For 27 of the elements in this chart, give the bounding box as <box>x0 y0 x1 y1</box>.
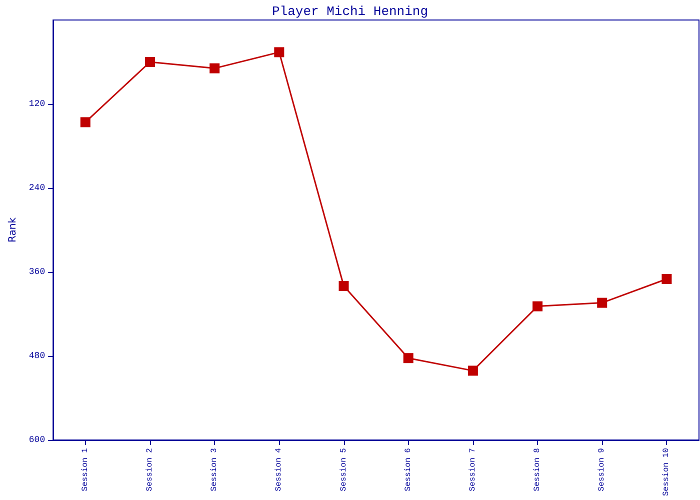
x-tick-label: Session 8 <box>533 448 542 492</box>
x-tick-label: Session 10 <box>662 448 672 496</box>
point <box>662 274 672 284</box>
x-tick-label: Session 3 <box>210 448 220 492</box>
point <box>532 301 543 312</box>
y-tick-label: 480 <box>28 351 46 361</box>
x-tick-label: Session 9 <box>598 448 607 492</box>
point <box>597 298 608 308</box>
y-tick-label: 240 <box>28 183 46 193</box>
x-tick-label: Session 1 <box>80 448 90 492</box>
point <box>80 117 90 128</box>
point <box>210 63 220 74</box>
point <box>468 366 478 376</box>
x-tick-label: Session 5 <box>339 448 348 492</box>
y-tick-label: 600 <box>28 435 46 445</box>
point <box>403 353 414 364</box>
y-tick-label: 360 <box>28 267 46 277</box>
y-axis-title: Rank <box>8 217 18 242</box>
x-tick-label: Session 4 <box>274 448 284 492</box>
x-tick-label: Session 7 <box>468 448 478 492</box>
point <box>338 281 349 291</box>
point <box>274 47 284 58</box>
point <box>144 57 155 67</box>
x-tick-label: Session 2 <box>145 448 154 492</box>
chart-title: Player Michi Henning <box>272 4 428 19</box>
y-tick-label: 120 <box>28 99 46 109</box>
x-tick-label: Session 6 <box>404 448 413 492</box>
